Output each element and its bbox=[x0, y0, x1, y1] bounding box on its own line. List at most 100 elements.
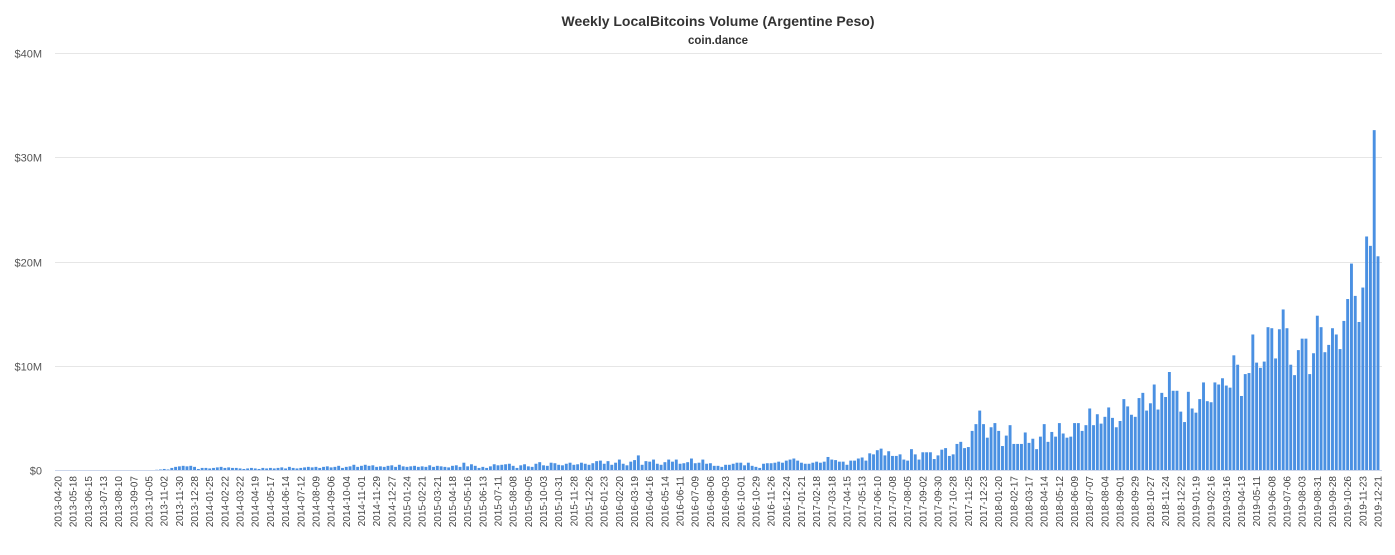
x-tick-label: 2017-11-25 bbox=[964, 476, 975, 527]
x-tick-label: 2013-08-10 bbox=[114, 476, 125, 528]
bar bbox=[360, 466, 363, 470]
bar bbox=[861, 457, 864, 470]
bar bbox=[1073, 423, 1076, 470]
x-tick-label: 2014-06-14 bbox=[281, 476, 292, 528]
bar bbox=[902, 460, 905, 470]
bar bbox=[644, 461, 647, 470]
bar bbox=[481, 467, 484, 470]
x-tick-label: 2014-12-27 bbox=[387, 476, 398, 528]
x-tick-label: 2017-01-21 bbox=[797, 476, 808, 528]
bar bbox=[978, 411, 981, 470]
bar bbox=[1005, 436, 1008, 470]
x-tick-label: 2015-09-05 bbox=[524, 476, 535, 528]
bar bbox=[918, 460, 921, 470]
bar bbox=[1134, 417, 1137, 470]
x-tick-label: 2016-11-26 bbox=[767, 476, 778, 527]
bar bbox=[538, 462, 541, 470]
bar bbox=[330, 467, 333, 470]
bar bbox=[633, 460, 636, 470]
bar bbox=[493, 464, 496, 470]
bar bbox=[550, 463, 553, 470]
bar bbox=[679, 464, 682, 470]
bar bbox=[1297, 350, 1300, 470]
bar bbox=[720, 467, 723, 470]
bar bbox=[1069, 437, 1072, 470]
bar bbox=[971, 431, 974, 470]
bar bbox=[1259, 368, 1262, 470]
x-tick-label: 2013-12-28 bbox=[190, 476, 201, 528]
bar bbox=[345, 467, 348, 470]
bar bbox=[235, 468, 238, 470]
bar bbox=[504, 464, 507, 470]
bar bbox=[1047, 442, 1050, 470]
x-tick-label: 2018-06-09 bbox=[1070, 476, 1081, 528]
bar bbox=[610, 465, 613, 470]
bar bbox=[792, 459, 795, 470]
bar bbox=[974, 424, 977, 470]
bar bbox=[1286, 328, 1289, 470]
bar bbox=[1001, 446, 1004, 470]
bar bbox=[459, 467, 462, 470]
bar bbox=[770, 463, 773, 470]
x-tick-label: 2017-07-08 bbox=[888, 476, 899, 528]
bar bbox=[261, 468, 264, 470]
bar bbox=[785, 461, 788, 470]
x-tick-label: 2018-10-27 bbox=[1146, 476, 1157, 528]
x-tick-label: 2013-07-13 bbox=[99, 476, 110, 528]
x-tick-label: 2015-12-26 bbox=[585, 476, 596, 528]
bar bbox=[743, 465, 746, 470]
bar bbox=[273, 468, 276, 470]
y-tick-label: $20M bbox=[14, 258, 42, 270]
bar bbox=[170, 468, 173, 470]
x-tick-label: 2018-03-17 bbox=[1025, 476, 1036, 528]
bar bbox=[1024, 432, 1027, 470]
bar bbox=[815, 462, 818, 470]
bar bbox=[1270, 328, 1273, 470]
bar bbox=[1115, 427, 1118, 470]
bar bbox=[629, 462, 632, 470]
bar bbox=[470, 464, 473, 470]
bar bbox=[1316, 316, 1319, 470]
y-tick-label: $40M bbox=[14, 49, 42, 61]
bar bbox=[1187, 392, 1190, 470]
bar bbox=[451, 466, 454, 470]
bar bbox=[239, 468, 242, 470]
bar bbox=[341, 468, 344, 470]
bar bbox=[1194, 413, 1197, 470]
bar bbox=[512, 466, 515, 470]
bar bbox=[1149, 403, 1152, 470]
bar bbox=[948, 456, 951, 470]
bar bbox=[967, 447, 970, 470]
bar bbox=[580, 463, 583, 470]
bar bbox=[421, 466, 424, 470]
bar bbox=[368, 466, 371, 470]
bar bbox=[390, 465, 393, 470]
bar bbox=[713, 466, 716, 470]
x-tick-label: 2013-10-05 bbox=[145, 476, 156, 528]
x-tick-label: 2014-11-29 bbox=[372, 476, 383, 527]
bar bbox=[561, 465, 564, 470]
bar bbox=[277, 468, 280, 470]
x-tick-label: 2018-07-07 bbox=[1085, 476, 1096, 528]
x-tick-label: 2015-03-21 bbox=[433, 476, 444, 528]
bar bbox=[849, 461, 852, 470]
x-tick-label: 2018-01-20 bbox=[994, 476, 1005, 528]
x-tick-label: 2018-08-04 bbox=[1100, 476, 1111, 528]
bar bbox=[1138, 398, 1141, 470]
x-tick-label: 2014-09-06 bbox=[327, 476, 338, 528]
bar bbox=[553, 463, 556, 470]
bar bbox=[1043, 424, 1046, 470]
bar bbox=[952, 454, 955, 470]
x-tick-label: 2019-11-23 bbox=[1358, 476, 1369, 527]
bar bbox=[1016, 444, 1019, 470]
bar bbox=[531, 467, 534, 470]
bar bbox=[178, 466, 181, 470]
bar bbox=[1141, 393, 1144, 470]
bar bbox=[375, 467, 378, 470]
bar bbox=[413, 466, 416, 470]
bar bbox=[728, 465, 731, 470]
bar bbox=[1012, 444, 1015, 470]
bar bbox=[599, 461, 602, 470]
bar bbox=[705, 464, 708, 470]
